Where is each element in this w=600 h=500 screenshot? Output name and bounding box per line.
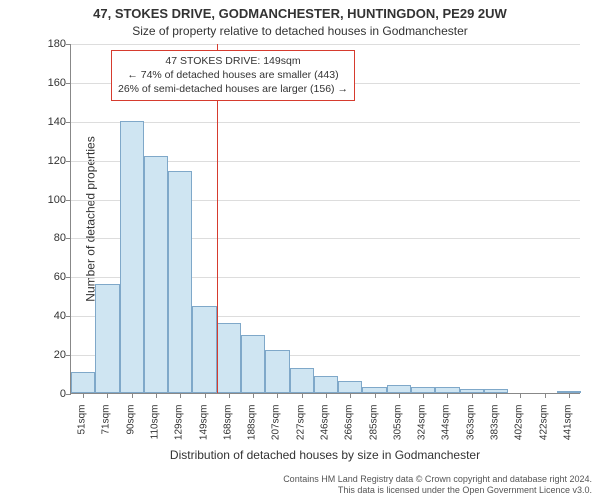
xtick-mark <box>569 393 570 398</box>
ytick-label: 180 <box>36 38 66 50</box>
xtick-mark <box>496 393 497 398</box>
ytick-mark <box>66 277 71 278</box>
xtick-label: 246sqm <box>320 405 331 455</box>
xtick-mark <box>180 393 181 398</box>
histogram-bar <box>168 171 192 393</box>
xtick-mark <box>375 393 376 398</box>
annotation-line: ← 74% of detached houses are smaller (44… <box>118 68 348 82</box>
xtick-label: 344sqm <box>441 405 452 455</box>
annotation-line: 47 STOKES DRIVE: 149sqm <box>118 54 348 68</box>
ytick-mark <box>66 355 71 356</box>
histogram-bar <box>71 372 95 393</box>
xtick-label: 285sqm <box>368 405 379 455</box>
ytick-label: 160 <box>36 77 66 89</box>
xtick-label: 266sqm <box>344 405 355 455</box>
xtick-label: 110sqm <box>150 405 161 455</box>
xtick-mark <box>350 393 351 398</box>
xtick-mark <box>423 393 424 398</box>
ytick-mark <box>66 122 71 123</box>
xtick-label: 402sqm <box>514 405 525 455</box>
footer-line2: This data is licensed under the Open Gov… <box>283 485 592 496</box>
xtick-label: 383sqm <box>490 405 501 455</box>
xtick-mark <box>132 393 133 398</box>
ytick-mark <box>66 44 71 45</box>
ytick-label: 60 <box>36 271 66 283</box>
ytick-label: 0 <box>36 388 66 400</box>
xtick-mark <box>83 393 84 398</box>
xtick-mark <box>326 393 327 398</box>
histogram-bar <box>338 381 362 393</box>
xtick-label: 227sqm <box>295 405 306 455</box>
chart-subtitle: Size of property relative to detached ho… <box>0 24 600 38</box>
xtick-mark <box>156 393 157 398</box>
xtick-mark <box>302 393 303 398</box>
ytick-mark <box>66 83 71 84</box>
xtick-label: 207sqm <box>271 405 282 455</box>
ytick-mark <box>66 394 71 395</box>
xtick-label: 188sqm <box>247 405 258 455</box>
xtick-label: 324sqm <box>417 405 428 455</box>
ytick-label: 100 <box>36 194 66 206</box>
histogram-bar <box>314 376 338 394</box>
xtick-mark <box>205 393 206 398</box>
xtick-mark <box>229 393 230 398</box>
xtick-label: 441sqm <box>562 405 573 455</box>
xtick-mark <box>277 393 278 398</box>
xtick-label: 149sqm <box>198 405 209 455</box>
xtick-mark <box>107 393 108 398</box>
chart-container: 47, STOKES DRIVE, GODMANCHESTER, HUNTING… <box>0 0 600 500</box>
histogram-bar <box>265 350 289 393</box>
xtick-label: 422sqm <box>538 405 549 455</box>
histogram-bar <box>290 368 314 393</box>
histogram-bar <box>192 306 216 394</box>
ytick-label: 20 <box>36 349 66 361</box>
annotation-line: 26% of semi-detached houses are larger (… <box>118 82 348 96</box>
histogram-bar <box>95 284 119 393</box>
xtick-label: 305sqm <box>392 405 403 455</box>
xtick-mark <box>447 393 448 398</box>
histogram-bar <box>217 323 241 393</box>
xtick-mark <box>520 393 521 398</box>
gridline-h <box>71 44 580 45</box>
plot-area: 47 STOKES DRIVE: 149sqm← 74% of detached… <box>70 44 580 394</box>
chart-title: 47, STOKES DRIVE, GODMANCHESTER, HUNTING… <box>0 6 600 21</box>
ytick-mark <box>66 316 71 317</box>
ytick-label: 40 <box>36 310 66 322</box>
ytick-label: 140 <box>36 116 66 128</box>
xtick-label: 168sqm <box>222 405 233 455</box>
histogram-bar <box>120 121 144 393</box>
footer-line1: Contains HM Land Registry data © Crown c… <box>283 474 592 485</box>
xtick-mark <box>545 393 546 398</box>
gridline-h <box>71 122 580 123</box>
xtick-label: 129sqm <box>174 405 185 455</box>
ytick-label: 80 <box>36 232 66 244</box>
xtick-mark <box>399 393 400 398</box>
xtick-mark <box>472 393 473 398</box>
footer-attribution: Contains HM Land Registry data © Crown c… <box>283 474 592 496</box>
ytick-mark <box>66 238 71 239</box>
xtick-label: 90sqm <box>125 405 136 455</box>
ytick-mark <box>66 161 71 162</box>
histogram-bar <box>241 335 265 393</box>
xtick-label: 363sqm <box>465 405 476 455</box>
histogram-bar <box>144 156 168 393</box>
annotation-box: 47 STOKES DRIVE: 149sqm← 74% of detached… <box>111 50 355 101</box>
x-axis-label: Distribution of detached houses by size … <box>70 448 580 462</box>
xtick-mark <box>253 393 254 398</box>
xtick-label: 71sqm <box>101 405 112 455</box>
ytick-mark <box>66 200 71 201</box>
histogram-bar <box>387 385 411 393</box>
ytick-label: 120 <box>36 155 66 167</box>
xtick-label: 51sqm <box>77 405 88 455</box>
